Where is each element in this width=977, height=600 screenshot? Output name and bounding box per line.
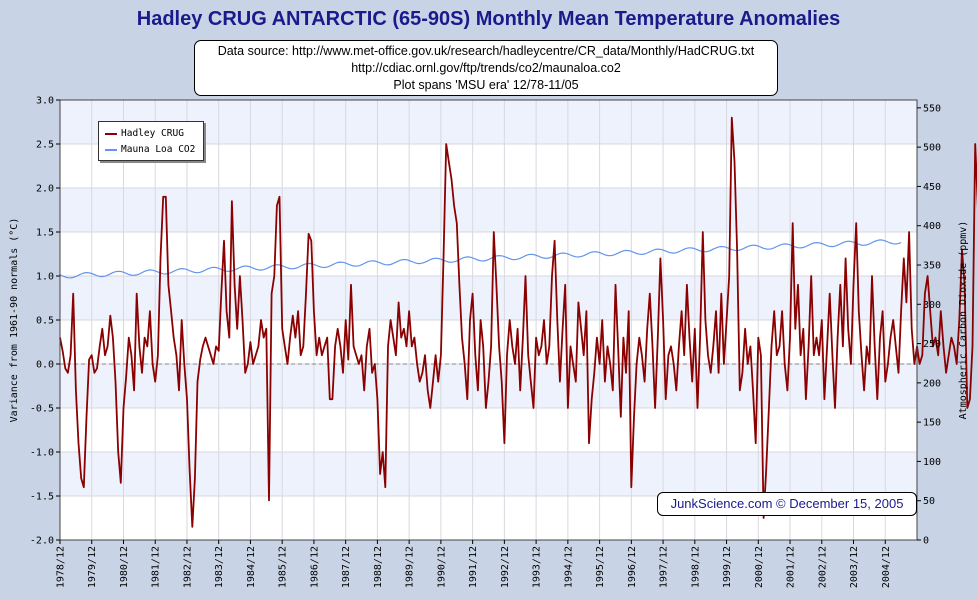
x-tick-label: 1989/12 <box>405 546 416 588</box>
y-tick-label-right: 0 <box>923 536 929 547</box>
x-tick-label: 1980/12 <box>119 546 130 588</box>
legend-swatch <box>105 132 117 135</box>
x-tick-label: 2003/12 <box>849 546 860 588</box>
credit-box: JunkScience.com © December 15, 2005 <box>657 492 917 516</box>
source-line: Data source: http://www.met-office.gov.u… <box>217 44 755 58</box>
y-tick-label-left: 0.0 <box>36 360 54 371</box>
legend: Hadley CRUG Mauna Loa CO2 <box>98 121 204 161</box>
y-tick-label-right: 350 <box>923 261 941 272</box>
y-axis-title-right: Atmospheric Carbon Dioxide (ppmv) <box>958 221 969 420</box>
plot-band <box>60 188 917 232</box>
y-tick-label-left: -2.0 <box>30 536 54 547</box>
x-tick-label: 1983/12 <box>214 546 225 588</box>
y-tick-label-left: 0.5 <box>36 316 54 327</box>
series-line-mauna-loa-co2 <box>59 239 902 279</box>
source-line: Plot spans 'MSU era' 12/78-11/05 <box>393 78 579 92</box>
x-tick-label: 1986/12 <box>309 546 320 588</box>
y-tick-label-left: 1.0 <box>36 272 54 283</box>
plot-band <box>60 452 917 496</box>
x-tick-label: 2001/12 <box>786 546 797 588</box>
y-tick-label-left: 3.0 <box>36 96 54 107</box>
y-tick-label-right: 450 <box>923 182 941 193</box>
x-tick-label: 1979/12 <box>87 546 98 588</box>
x-tick-label: 1987/12 <box>341 546 352 588</box>
x-tick-label: 1985/12 <box>278 546 289 588</box>
y-tick-label-right: 300 <box>923 300 941 311</box>
y-tick-label-right: 200 <box>923 378 941 389</box>
y-axis-title-left: Variance from 1961-90 normals (°C) <box>9 218 20 423</box>
y-tick-label-right: 550 <box>923 103 941 114</box>
x-tick-label: 1984/12 <box>246 546 257 588</box>
chart-title: Hadley CRUG ANTARCTIC (65-90S) Monthly M… <box>136 8 841 30</box>
x-tick-label: 1999/12 <box>722 546 733 588</box>
legend-entry-co2: Mauna Loa CO2 <box>105 143 195 157</box>
legend-label: Hadley CRUG <box>121 128 184 139</box>
x-tick-label: 1990/12 <box>436 546 447 588</box>
x-tick-label: 1991/12 <box>468 546 479 588</box>
y-tick-label-left: 2.5 <box>36 140 54 151</box>
y-tick-label-left: -1.5 <box>30 492 54 503</box>
data-source-box: Data source: http://www.met-office.gov.u… <box>194 40 778 96</box>
x-tick-label: 1982/12 <box>182 546 193 588</box>
x-tick-label: 1978/12 <box>56 546 67 588</box>
x-tick-label: 1994/12 <box>563 546 574 588</box>
y-tick-label-left: -1.0 <box>30 448 54 459</box>
y-tick-label-right: 250 <box>923 339 941 350</box>
y-tick-label-right: 50 <box>923 496 935 507</box>
x-tick-label: 2002/12 <box>817 546 828 588</box>
legend-swatch <box>105 148 117 151</box>
y-tick-label-right: 500 <box>923 143 941 154</box>
source-line: http://cdiac.ornl.gov/ftp/trends/co2/mau… <box>351 61 621 75</box>
y-tick-label-left: -0.5 <box>30 404 54 415</box>
legend-label: Mauna Loa CO2 <box>121 144 196 155</box>
x-tick-label: 1992/12 <box>500 546 511 588</box>
x-tick-label: 1995/12 <box>595 546 606 588</box>
y-tick-label-right: 400 <box>923 221 941 232</box>
x-tick-label: 1988/12 <box>373 546 384 588</box>
x-tick-label: 1996/12 <box>627 546 638 588</box>
y-tick-label-right: 100 <box>923 457 941 468</box>
x-tick-label: 1998/12 <box>690 546 701 588</box>
x-tick-label: 1997/12 <box>659 546 670 588</box>
y-tick-label-left: 1.5 <box>36 228 54 239</box>
y-tick-label-left: 2.0 <box>36 184 54 195</box>
series-line-hadley-crug <box>59 116 977 528</box>
x-tick-label: 2000/12 <box>754 546 765 588</box>
y-tick-label-right: 150 <box>923 418 941 429</box>
x-tick-label: 2004/12 <box>881 546 892 588</box>
legend-entry-hadley: Hadley CRUG <box>105 127 184 141</box>
x-tick-label: 1981/12 <box>151 546 162 588</box>
x-tick-label: 1993/12 <box>532 546 543 588</box>
plot-band <box>60 276 917 320</box>
